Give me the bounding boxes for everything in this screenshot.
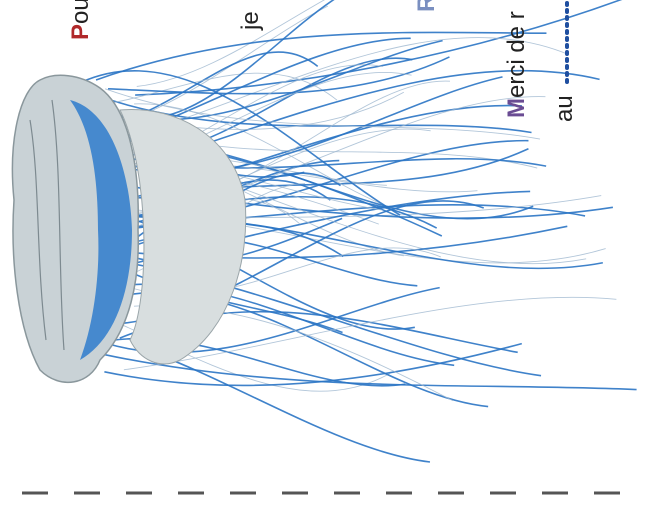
initial-letter: R [413,0,440,12]
text-block: Pou je R Merci de r au [67,0,578,122]
rotated-text: R [413,0,440,12]
initial-letter: P [67,24,94,40]
tentacle [104,88,541,140]
rotated-text: Pou [67,0,94,40]
tentacle [123,296,617,371]
tentacle [92,72,338,107]
text-rest: ou [67,0,94,24]
tentacle [103,353,637,391]
tentacle [107,56,450,95]
text-rest: au [551,95,578,122]
tentacle [70,254,542,377]
jellyfish-bell [11,74,247,384]
tentacle [136,0,326,87]
initial-letter: M [503,98,530,118]
rotated-text: au [551,95,578,122]
rotated-text: Merci de r [503,11,530,118]
tentacle [134,103,382,205]
tentacle [74,70,401,216]
tentacle [95,31,547,81]
tentacle [104,342,522,387]
text-rest: erci de r [503,11,530,98]
text-rest: je [237,11,264,31]
rotated-text: je [237,11,264,31]
